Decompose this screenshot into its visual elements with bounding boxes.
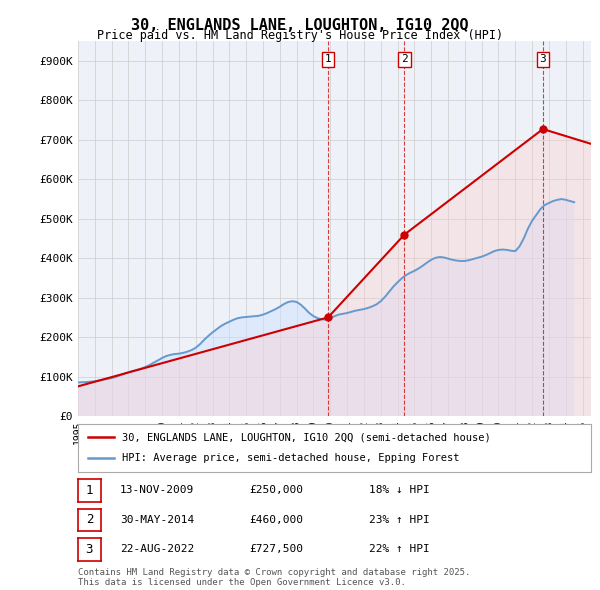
Text: 13-NOV-2009: 13-NOV-2009: [120, 486, 194, 495]
Text: 3: 3: [539, 54, 546, 64]
Text: 30-MAY-2014: 30-MAY-2014: [120, 515, 194, 525]
Text: 30, ENGLANDS LANE, LOUGHTON, IG10 2QQ (semi-detached house): 30, ENGLANDS LANE, LOUGHTON, IG10 2QQ (s…: [122, 432, 490, 442]
Text: 23% ↑ HPI: 23% ↑ HPI: [369, 515, 430, 525]
Text: 22-AUG-2022: 22-AUG-2022: [120, 545, 194, 554]
Text: 18% ↓ HPI: 18% ↓ HPI: [369, 486, 430, 495]
Text: Price paid vs. HM Land Registry's House Price Index (HPI): Price paid vs. HM Land Registry's House …: [97, 30, 503, 42]
Text: 3: 3: [86, 543, 93, 556]
Text: £727,500: £727,500: [249, 545, 303, 554]
Text: £250,000: £250,000: [249, 486, 303, 495]
Text: HPI: Average price, semi-detached house, Epping Forest: HPI: Average price, semi-detached house,…: [122, 454, 459, 464]
Text: 2: 2: [86, 513, 93, 526]
Text: Contains HM Land Registry data © Crown copyright and database right 2025.
This d: Contains HM Land Registry data © Crown c…: [78, 568, 470, 587]
Text: 30, ENGLANDS LANE, LOUGHTON, IG10 2QQ: 30, ENGLANDS LANE, LOUGHTON, IG10 2QQ: [131, 18, 469, 32]
Text: 2: 2: [401, 54, 408, 64]
Text: 1: 1: [86, 484, 93, 497]
Text: 22% ↑ HPI: 22% ↑ HPI: [369, 545, 430, 554]
Text: 1: 1: [325, 54, 331, 64]
Text: £460,000: £460,000: [249, 515, 303, 525]
